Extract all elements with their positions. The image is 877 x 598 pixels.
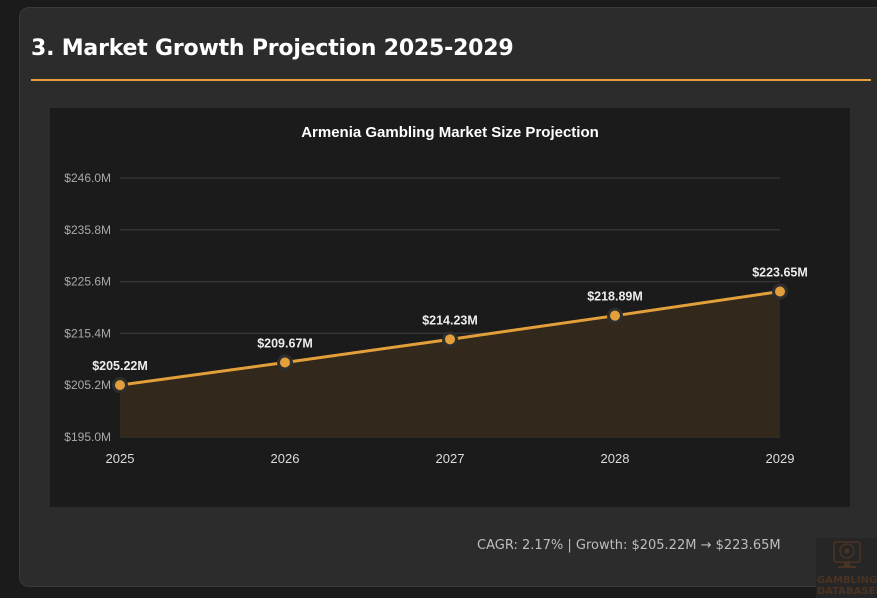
- watermark-line2: DATABASES: [817, 586, 877, 597]
- data-point[interactable]: [442, 331, 458, 348]
- y-tick-label: $195.0M: [64, 430, 111, 444]
- y-tick-label: $215.4M: [64, 326, 111, 340]
- cagr-caption: CAGR: 2.17% | Growth: $205.22M → $223.65…: [477, 538, 781, 553]
- data-labels: $205.22M $209.67M $214.23M $218.89M $223.65M: [92, 266, 808, 374]
- x-tick-label: 2026: [271, 451, 300, 466]
- data-label: $218.89M: [587, 290, 643, 304]
- data-points: [112, 283, 788, 394]
- data-point[interactable]: [772, 283, 788, 300]
- data-label: $205.22M: [92, 359, 148, 373]
- roulette-monitor-icon: GAMBLING DATABASES: [817, 541, 877, 597]
- data-point[interactable]: [112, 377, 128, 394]
- area-layer: [120, 291, 780, 437]
- x-tick-label: 2028: [601, 451, 630, 466]
- x-tick-label: 2027: [436, 451, 465, 466]
- y-axis-ticks: $195.0M $205.2M $215.4M $225.6M $235.8M $246.…: [64, 171, 111, 444]
- data-label: $214.23M: [422, 313, 478, 327]
- market-size-chart: Armenia Gambling Market Size Projection …: [64, 124, 808, 466]
- data-label: $223.65M: [752, 266, 808, 280]
- y-tick-label: $205.2M: [64, 378, 111, 392]
- x-axis-ticks: 2025 2026 2027 2028 2029: [106, 451, 795, 466]
- section-title: 3. Market Growth Projection 2025-2029: [31, 36, 514, 61]
- x-tick-label: 2029: [766, 451, 795, 466]
- y-tick-label: $246.0M: [64, 171, 111, 185]
- x-tick-label: 2025: [106, 451, 135, 466]
- data-point[interactable]: [277, 354, 293, 371]
- data-label: $209.67M: [257, 336, 313, 350]
- watermark-logo: GAMBLING DATABASES: [816, 538, 877, 598]
- watermark-line1: GAMBLING: [817, 575, 877, 586]
- data-point[interactable]: [607, 307, 623, 324]
- area-fill: [120, 291, 780, 437]
- title-divider: [31, 79, 871, 81]
- y-tick-label: $225.6M: [64, 275, 111, 289]
- chart-title: Armenia Gambling Market Size Projection: [301, 124, 599, 141]
- chart-container: Armenia Gambling Market Size Projection …: [50, 108, 850, 507]
- y-tick-label: $235.8M: [64, 223, 111, 237]
